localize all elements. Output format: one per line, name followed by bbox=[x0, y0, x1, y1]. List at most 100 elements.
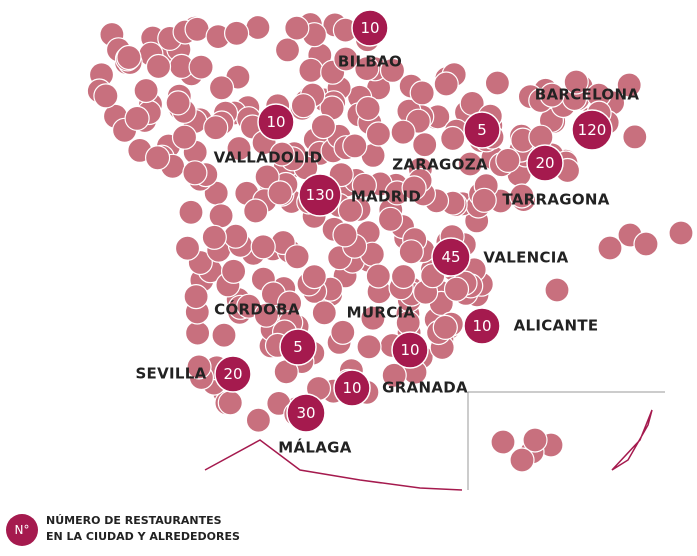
city-marker bbox=[333, 369, 371, 407]
restaurant-count: 20 bbox=[223, 365, 242, 383]
city-name: ZARAGOZA bbox=[392, 156, 488, 174]
restaurant-dot bbox=[133, 77, 159, 104]
restaurant-dot bbox=[201, 224, 227, 250]
restaurant-dot bbox=[284, 244, 310, 270]
restaurant-dot bbox=[351, 172, 377, 198]
restaurant-dot bbox=[178, 199, 204, 225]
restaurant-dot bbox=[333, 46, 359, 72]
restaurant-dot bbox=[171, 124, 198, 150]
restaurant-dot bbox=[184, 16, 210, 42]
restaurant-dot bbox=[440, 125, 466, 152]
restaurant-dot bbox=[398, 239, 424, 265]
restaurant-dot bbox=[298, 57, 324, 83]
restaurant-dot bbox=[377, 206, 404, 232]
restaurant-dot bbox=[365, 121, 391, 147]
restaurant-dot bbox=[310, 113, 336, 140]
restaurant-dot bbox=[223, 223, 249, 249]
restaurant-count: 10 bbox=[266, 113, 285, 131]
restaurant-dot bbox=[616, 72, 642, 98]
restaurant-dot bbox=[188, 54, 214, 80]
restaurant-dot bbox=[390, 263, 417, 290]
restaurant-dot bbox=[253, 302, 279, 328]
restaurant-dot bbox=[250, 234, 276, 260]
city-name: MADRID bbox=[351, 188, 421, 206]
restaurant-count: 5 bbox=[293, 338, 303, 356]
restaurant-dot bbox=[208, 75, 235, 101]
restaurant-dot bbox=[332, 222, 358, 248]
city-marker bbox=[463, 111, 501, 149]
restaurant-dot bbox=[165, 90, 191, 116]
restaurant-dot bbox=[539, 82, 565, 108]
restaurant-dot bbox=[186, 354, 212, 380]
restaurant-dot bbox=[145, 53, 172, 80]
city-marker bbox=[391, 331, 429, 369]
legend-text: NÚMERO DE RESTAURANTES bbox=[46, 514, 222, 527]
restaurant-dot bbox=[208, 203, 234, 229]
restaurant-dot bbox=[490, 429, 516, 455]
city-name: CÓRDOBA bbox=[214, 300, 300, 319]
city-marker bbox=[214, 355, 252, 393]
restaurant-dot bbox=[267, 180, 293, 206]
restaurant-dot bbox=[217, 390, 243, 416]
city-marker bbox=[257, 103, 295, 141]
restaurant-dot bbox=[203, 115, 229, 141]
city-marker bbox=[571, 109, 613, 151]
restaurant-dot bbox=[245, 14, 271, 41]
restaurant-dot bbox=[243, 198, 269, 224]
restaurant-dot bbox=[668, 220, 694, 246]
restaurant-dot bbox=[93, 83, 119, 109]
borders bbox=[204, 391, 665, 491]
restaurant-dot bbox=[226, 135, 252, 162]
restaurant-count: 10 bbox=[472, 317, 491, 335]
restaurant-dot bbox=[544, 277, 570, 303]
restaurant-dot bbox=[311, 300, 337, 326]
restaurant-dot bbox=[443, 276, 470, 302]
restaurant-dot bbox=[145, 145, 171, 171]
restaurant-dot bbox=[509, 183, 535, 209]
restaurant-dot bbox=[633, 231, 659, 257]
restaurant-dot bbox=[409, 80, 435, 106]
legend-symbol: N° bbox=[15, 523, 30, 537]
restaurant-dot bbox=[390, 119, 416, 145]
city-marker bbox=[279, 328, 317, 366]
restaurant-dot bbox=[330, 319, 356, 345]
restaurant-dot bbox=[284, 15, 310, 41]
legend: N° NÚMERO DE RESTAURANTES EN LA CIUDAD Y… bbox=[6, 514, 240, 546]
restaurant-dot bbox=[274, 37, 301, 63]
restaurant-count: 10 bbox=[400, 341, 419, 359]
city-name: BILBAO bbox=[338, 53, 402, 71]
restaurant-dot bbox=[211, 322, 237, 348]
city-name: BARCELONA bbox=[535, 86, 640, 104]
restaurant-dot bbox=[301, 264, 327, 290]
cities: 10 BILBAO 10 VALLADOLID 130 MADRID 5 ZARAGOZA 12… bbox=[135, 9, 640, 457]
city-name: SEVILLA bbox=[135, 365, 206, 383]
restaurant-dot bbox=[432, 314, 458, 340]
city-name: MURCIA bbox=[347, 304, 416, 322]
city-marker bbox=[463, 307, 501, 345]
restaurant-dot bbox=[174, 235, 201, 261]
restaurant-dot bbox=[412, 132, 438, 158]
city-marker bbox=[286, 393, 326, 433]
legend-text: EN LA CIUDAD Y ALREDEDORES bbox=[46, 530, 240, 543]
restaurant-dot bbox=[622, 124, 648, 150]
restaurant-dot bbox=[185, 320, 211, 346]
restaurant-dot bbox=[381, 362, 407, 388]
restaurant-count: 45 bbox=[441, 248, 460, 266]
city-marker bbox=[526, 144, 564, 182]
city-marker bbox=[431, 237, 471, 277]
city-marker bbox=[298, 173, 342, 217]
restaurant-dot bbox=[401, 175, 427, 201]
restaurant-dot bbox=[224, 20, 250, 46]
restaurant-dot bbox=[245, 407, 271, 433]
restaurant-dot bbox=[509, 447, 535, 473]
city-name: VALLADOLID bbox=[214, 149, 323, 167]
restaurant-dot bbox=[116, 44, 142, 71]
restaurant-dots bbox=[86, 11, 694, 473]
restaurant-dot bbox=[360, 305, 386, 331]
restaurant-count: 10 bbox=[360, 19, 379, 37]
restaurant-dot bbox=[457, 151, 483, 177]
restaurant-dot bbox=[522, 427, 548, 453]
restaurant-count: 20 bbox=[535, 154, 554, 172]
restaurant-count: 30 bbox=[296, 404, 315, 422]
